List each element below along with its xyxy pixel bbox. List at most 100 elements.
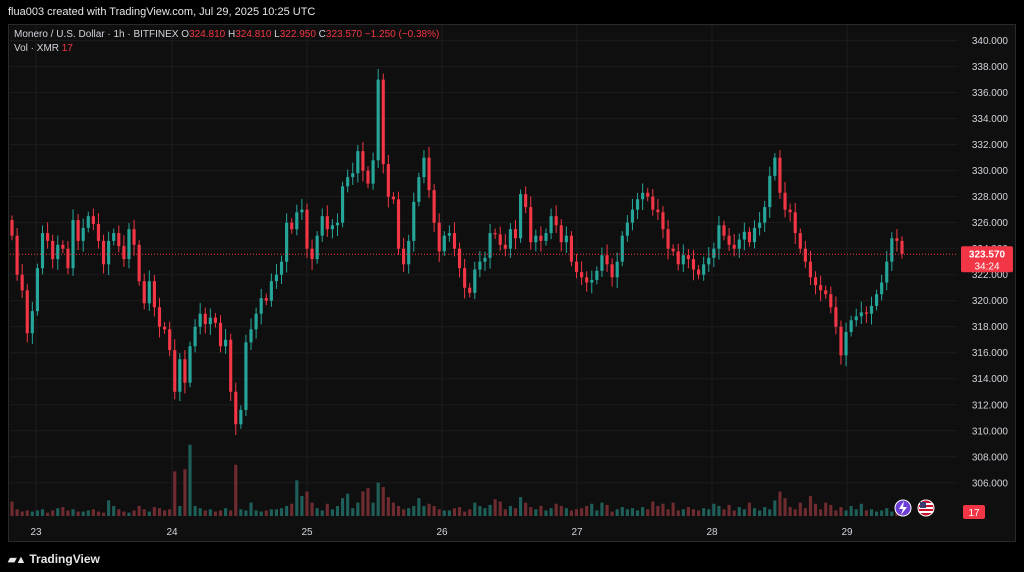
volume-bar <box>427 503 431 516</box>
volume-bar <box>483 508 487 516</box>
candle-body <box>564 235 568 243</box>
volume-bar <box>310 502 314 516</box>
volume-bar <box>66 510 70 516</box>
volume-bar <box>885 508 889 516</box>
candle <box>178 353 182 401</box>
volume-bar <box>737 507 741 516</box>
volume-bar <box>107 500 111 516</box>
candle-body <box>452 233 457 249</box>
candle-body <box>279 261 284 275</box>
candle-body <box>503 244 507 249</box>
volume-bar <box>676 510 680 516</box>
candle-body <box>218 322 223 347</box>
candle-body <box>457 248 462 269</box>
volume-bar <box>554 503 558 516</box>
volume-bar <box>869 509 874 516</box>
candle <box>371 152 375 190</box>
volume-bar <box>218 510 223 516</box>
volume-bar <box>895 512 899 516</box>
candle <box>437 213 441 263</box>
candle <box>478 250 482 278</box>
candle-body <box>412 201 416 241</box>
y-tick-label: 316.000 <box>972 348 1009 359</box>
volume-bar <box>707 509 711 516</box>
candle-body <box>763 207 767 223</box>
candle-body <box>203 313 207 325</box>
candle <box>524 186 528 214</box>
chart-panel[interactable] <box>8 24 1016 542</box>
volume-bar <box>839 507 843 516</box>
candle <box>651 188 655 216</box>
candle <box>447 225 451 242</box>
candle <box>747 227 752 247</box>
y-tick-label: 340.000 <box>972 36 1009 47</box>
candle <box>30 301 34 345</box>
volume-bar <box>234 464 238 516</box>
candle-body <box>356 151 360 174</box>
volume-bar <box>457 507 462 516</box>
candle <box>218 315 223 353</box>
candle <box>213 313 218 328</box>
candle-body <box>371 160 375 184</box>
y-tick-label: 330.000 <box>972 166 1009 177</box>
volume-bar <box>681 509 685 516</box>
volume-bar <box>412 505 416 516</box>
candle-body <box>676 251 680 265</box>
volume-bar <box>691 509 696 516</box>
symbol-description[interactable]: Monero / U.S. Dollar · 1h · BITFINEX <box>14 29 179 40</box>
volume-bar <box>630 508 635 516</box>
volume-bar <box>15 509 19 516</box>
candle <box>676 243 680 271</box>
volume-bar <box>213 511 218 516</box>
candle <box>549 208 553 240</box>
volume-bar <box>437 509 441 516</box>
volume-bar <box>249 502 253 516</box>
volume-bar <box>157 508 162 516</box>
candle-body <box>208 317 212 325</box>
tradingview-logo[interactable]: ▰▲ TradingView <box>8 552 100 566</box>
candle-body <box>56 244 60 260</box>
candle-body <box>880 282 884 295</box>
candle-body <box>213 317 218 323</box>
candle-body <box>574 261 579 273</box>
candle-body <box>193 326 197 347</box>
volume-bar <box>96 511 101 516</box>
volume-bar <box>788 507 792 516</box>
volume-bar <box>315 508 319 516</box>
candle <box>127 223 131 269</box>
volume-bar <box>539 505 543 516</box>
low-label: L <box>274 29 280 40</box>
volume-bar <box>829 504 833 516</box>
volume-bar <box>56 508 60 516</box>
candle <box>152 275 156 317</box>
candle-body <box>747 231 752 243</box>
candle-body <box>544 233 548 241</box>
volume-bar <box>61 507 65 516</box>
ohlc-row: Monero / U.S. Dollar · 1h · BITFINEX O32… <box>14 28 439 42</box>
candle <box>224 328 228 354</box>
volume-bar <box>493 499 497 516</box>
candle <box>264 293 268 306</box>
volume-bar <box>508 505 512 516</box>
candle-body <box>407 240 411 265</box>
candle <box>290 218 294 234</box>
candle-body <box>254 313 258 330</box>
candle-body <box>249 329 253 343</box>
volume-bar <box>244 510 248 516</box>
candle-body <box>15 235 19 275</box>
volume-bar <box>30 511 34 516</box>
candle-body <box>864 312 868 314</box>
volume-bar <box>432 505 436 516</box>
candle <box>162 322 167 334</box>
candle-body <box>513 229 518 239</box>
volume-bar <box>351 508 355 516</box>
candle-body <box>51 240 55 260</box>
volume-bar <box>132 510 136 516</box>
candle <box>417 172 421 207</box>
volume-label[interactable]: Vol · XMR <box>14 43 60 54</box>
volume-bar <box>112 505 116 516</box>
axes: 306.000 308.000 310.000 312.000 314.000 316.0… <box>30 36 1008 538</box>
volume-bar <box>188 444 192 516</box>
